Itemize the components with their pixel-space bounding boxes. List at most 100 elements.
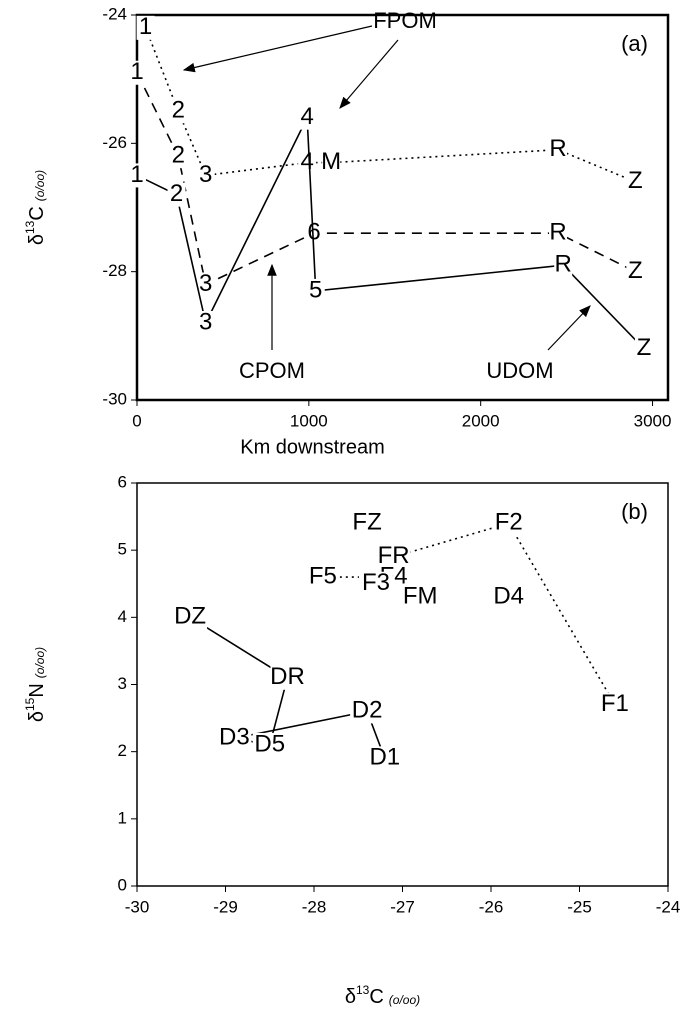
axis-label: δ15N (o/oo) xyxy=(23,647,48,722)
point-label: FZ xyxy=(352,509,381,536)
axis-label-letter: N xyxy=(26,683,48,697)
point-label: 3 xyxy=(199,161,212,188)
label-backdrop xyxy=(298,105,317,130)
axis-label-unit: (o/oo) xyxy=(33,647,47,678)
annotation-arrow xyxy=(339,39,399,109)
label-backdrop xyxy=(491,585,526,610)
x-tick-label: 0 xyxy=(132,411,141,430)
point-label: R xyxy=(555,251,572,278)
point-label: D1 xyxy=(369,744,400,771)
x-tick-label: -30 xyxy=(125,897,150,916)
point-label: D5 xyxy=(254,730,285,757)
label-backdrop xyxy=(549,221,568,246)
point-label: 2 xyxy=(170,180,183,207)
series-annotation: CPOM xyxy=(239,358,305,383)
label-backdrop xyxy=(322,150,341,175)
label-backdrop xyxy=(217,726,252,751)
x-tick-label: -28 xyxy=(302,897,327,916)
label-backdrop xyxy=(597,692,632,717)
annotation-arrow xyxy=(547,305,591,351)
axis-label-symbol: δ xyxy=(26,234,48,245)
axis-label-letter: C xyxy=(26,206,48,220)
label-backdrop xyxy=(306,278,325,303)
y-tick-label: 3 xyxy=(118,674,127,693)
point-label: 2 xyxy=(172,142,185,169)
plot-frame xyxy=(135,13,670,402)
label-backdrop xyxy=(196,272,215,297)
point-label: R xyxy=(549,135,566,162)
label-backdrop xyxy=(376,544,411,569)
label-backdrop xyxy=(196,311,215,335)
label-backdrop xyxy=(350,699,385,724)
series-line xyxy=(136,72,636,286)
point-label: F1 xyxy=(601,690,629,717)
label-backdrop xyxy=(167,182,186,207)
y-tick-label: 6 xyxy=(118,472,127,491)
x-tick-label: 2000 xyxy=(462,411,500,430)
axis-label-sup: 15 xyxy=(23,697,37,711)
point-label: 2 xyxy=(172,97,185,124)
point-label: DZ xyxy=(174,603,206,630)
label-backdrop xyxy=(270,665,305,690)
label-backdrop xyxy=(403,585,438,610)
point-label: Z xyxy=(628,257,643,284)
point-label: M xyxy=(321,148,341,175)
x-tick-label: -25 xyxy=(567,897,592,916)
y-tick-label: 1 xyxy=(118,808,127,827)
point-label: 1 xyxy=(130,58,143,85)
panel-label: (a) xyxy=(621,31,648,56)
axis-label-sup: 13 xyxy=(23,220,37,234)
label-backdrop xyxy=(367,746,402,771)
axis-label-sup: 13 xyxy=(356,983,370,997)
x-tick-label: -26 xyxy=(479,897,504,916)
y-tick-label: 2 xyxy=(118,741,127,760)
y-tick-label: -26 xyxy=(102,133,127,152)
x-tick-label: -29 xyxy=(213,897,238,916)
point-label: FR xyxy=(378,542,410,569)
label-backdrop xyxy=(252,732,287,757)
y-tick-label: -24 xyxy=(102,4,127,23)
point-label: DR xyxy=(270,663,305,690)
label-backdrop xyxy=(128,60,146,85)
series-line xyxy=(322,522,616,706)
label-backdrop xyxy=(626,259,645,284)
y-tick-label: -30 xyxy=(102,389,127,408)
axis-label-symbol: δ xyxy=(26,711,48,722)
x-axis-label: Km downstream xyxy=(240,436,385,458)
point-label: Z xyxy=(637,334,652,361)
label-backdrop xyxy=(169,144,188,169)
point-label: 3 xyxy=(199,270,212,297)
label-backdrop xyxy=(554,253,573,278)
label-backdrop xyxy=(136,15,155,40)
label-backdrop xyxy=(305,221,323,246)
point-label: D3 xyxy=(219,724,250,751)
label-backdrop xyxy=(634,336,653,361)
x-tick-label: -24 xyxy=(656,897,681,916)
point-label: F2 xyxy=(495,509,523,536)
axis-label: δ13C (o/oo) xyxy=(345,983,420,1008)
annotation-arrow xyxy=(182,25,373,73)
label-backdrop xyxy=(128,163,146,188)
x-tick-label: -27 xyxy=(390,897,415,916)
series-annotation: FPOM xyxy=(373,8,437,33)
panel-label: (b) xyxy=(621,499,648,524)
point-label: F5 xyxy=(309,562,337,589)
label-backdrop xyxy=(173,605,208,630)
series-annotation: UDOM xyxy=(486,358,553,383)
point-label: F3 xyxy=(362,569,390,596)
point-label: 4 xyxy=(300,148,313,175)
label-backdrop xyxy=(305,565,340,590)
point-label: 5 xyxy=(309,276,322,303)
axis-label-letter: C xyxy=(369,986,383,1008)
y-tick-label: 5 xyxy=(118,540,127,559)
point-label: 6 xyxy=(307,219,320,246)
point-label: 1 xyxy=(139,13,152,40)
axis-label-symbol: δ xyxy=(345,986,356,1008)
x-tick-label: 3000 xyxy=(634,411,672,430)
axis-label-unit: (o/oo) xyxy=(33,170,47,201)
axis-label-unit: (o/oo) xyxy=(389,993,420,1007)
point-label: 4 xyxy=(300,103,313,130)
y-tick-label: -28 xyxy=(102,261,127,280)
x-tick-label: 1000 xyxy=(290,411,328,430)
